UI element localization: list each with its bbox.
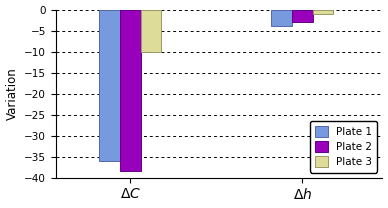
Bar [313, 10, 333, 14]
Bar [271, 10, 292, 26]
Y-axis label: Variation: Variation [5, 67, 19, 120]
Bar [120, 10, 140, 171]
Bar [292, 10, 313, 22]
Bar [140, 10, 161, 52]
Bar [99, 10, 120, 161]
Legend: Plate 1, Plate 2, Plate 3: Plate 1, Plate 2, Plate 3 [310, 121, 377, 172]
